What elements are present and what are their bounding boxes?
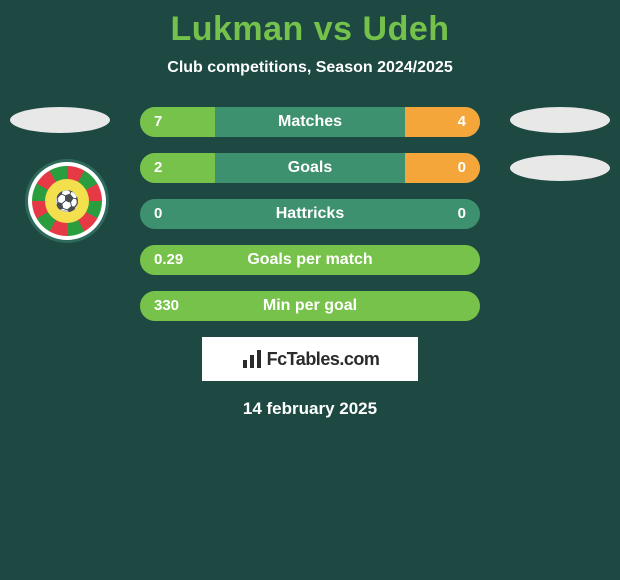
player-right-club-placeholder [510,155,610,181]
fctables-logo-text: FcTables.com [267,349,380,370]
stat-bar-left-fill [140,107,215,137]
comparison-subtitle: Club competitions, Season 2024/2025 [0,59,620,77]
stat-bar-track [140,291,480,321]
stat-bar-track [140,153,480,183]
stat-bar-left-fill [140,245,480,275]
stat-bar-track [140,245,480,275]
stat-row: 0.29Goals per match [140,245,480,275]
stat-row: 7Matches4 [140,107,480,137]
stat-row: 330Min per goal [140,291,480,321]
soccer-ball-icon: ⚽ [45,179,89,223]
stat-bar-track [140,199,480,229]
stat-bar-left-fill [140,153,215,183]
stat-bar-bg [140,199,480,229]
player-right-avatar-placeholder [510,107,610,133]
stat-bar-right-fill [405,107,480,137]
stat-bars-container: 7Matches4 2Goals0 0Hattricks0 0.29Goals per… [140,107,480,321]
comparison-content: ⚽ 7Matches4 2Goals0 0Hattricks0 0.29Goals p… [0,107,620,419]
stat-row: 0Hattricks0 [140,199,480,229]
stat-bar-track [140,107,480,137]
player-left-avatar-placeholder [10,107,110,133]
fctables-logo: FcTables.com [202,337,418,381]
stat-bar-right-fill [405,153,480,183]
stat-row: 2Goals0 [140,153,480,183]
stat-bar-left-fill [140,291,480,321]
player-left-club-badge: ⚽ [25,159,109,243]
comparison-date: 14 february 2025 [0,399,620,419]
bars-icon [241,348,265,370]
comparison-title: Lukman vs Udeh [0,0,620,49]
